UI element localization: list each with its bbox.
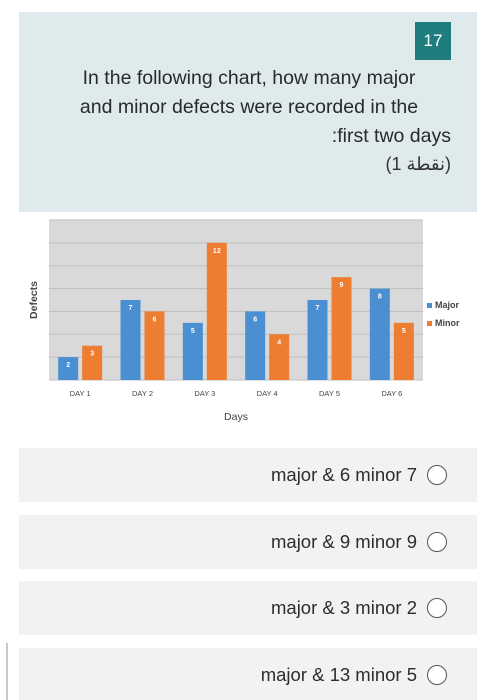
data-label: 8 xyxy=(378,294,382,301)
y-axis-label: Defects xyxy=(28,281,40,319)
plot-area xyxy=(49,220,423,380)
question-text-line-1: In the following chart, how many major xyxy=(82,67,416,89)
answer-option-3[interactable]: major & 3 minor 2 xyxy=(19,581,477,635)
bar-minor xyxy=(331,277,352,380)
legend-swatch xyxy=(427,303,432,308)
bar-major xyxy=(245,311,266,380)
question-text-line-2: and minor defects were recorded in the xyxy=(79,96,419,118)
data-label: 5 xyxy=(191,328,195,335)
legend-swatch xyxy=(427,321,432,326)
data-label: 12 xyxy=(213,248,221,255)
data-label: 6 xyxy=(153,316,157,323)
bar-major xyxy=(369,288,390,380)
question-text-line-3: :first two days xyxy=(331,125,451,147)
question-text: In the following chart, how many major a… xyxy=(47,64,451,151)
radio-button[interactable] xyxy=(427,465,447,485)
data-label: 2 xyxy=(66,362,70,369)
question-number: 17 xyxy=(415,22,451,60)
legend-label: Minor xyxy=(435,318,460,328)
data-label: 9 xyxy=(340,282,344,289)
radio-button[interactable] xyxy=(427,598,447,618)
data-label: 7 xyxy=(129,305,133,312)
answer-option-label: major & 9 minor 9 xyxy=(271,531,417,552)
bar-major xyxy=(58,357,79,380)
answer-option-4[interactable]: major & 13 minor 5 xyxy=(19,648,477,700)
data-label: 6 xyxy=(253,316,257,323)
x-axis-label: Days xyxy=(224,411,248,423)
answer-option-label: major & 6 minor 7 xyxy=(271,464,417,485)
x-tick-label: DAY 2 xyxy=(132,389,153,398)
legend-label: Major xyxy=(435,300,460,310)
x-tick-label: DAY 6 xyxy=(381,389,402,398)
chart-svg: 2 3 DAY 1 7 6 DAY 2 5 12 DAY 3 6 4 DAY 4 7 9 DAY 5 8 5 DA… xyxy=(28,219,460,423)
x-tick-label: DAY 4 xyxy=(257,389,278,398)
data-label: 7 xyxy=(316,305,320,312)
answer-option-label: major & 13 minor 5 xyxy=(260,664,417,685)
defects-chart: 2 3 DAY 1 7 6 DAY 2 5 12 DAY 3 6 4 DAY 4 7 9 DAY 5 8 5 DA… xyxy=(19,212,477,426)
bar-minor xyxy=(269,334,290,380)
bar-minor xyxy=(206,242,227,380)
question-card: 17 In the following chart, how many majo… xyxy=(19,12,477,426)
left-divider xyxy=(6,643,8,700)
answer-option-1[interactable]: major & 6 minor 7 xyxy=(19,448,477,502)
data-label: 5 xyxy=(402,328,406,335)
answer-option-2[interactable]: major & 9 minor 9 xyxy=(19,515,477,569)
data-label: 3 xyxy=(90,351,94,358)
bar-minor xyxy=(393,322,414,380)
bar-minor xyxy=(82,345,103,380)
question-points: (1 نقطة) xyxy=(385,154,451,174)
bar-major xyxy=(307,300,328,380)
bar-minor xyxy=(144,311,165,380)
x-tick-label: DAY 3 xyxy=(194,389,215,398)
bar-major xyxy=(120,300,141,380)
data-label: 4 xyxy=(277,339,281,346)
radio-button[interactable] xyxy=(427,665,447,685)
x-tick-label: DAY 1 xyxy=(70,389,91,398)
radio-button[interactable] xyxy=(427,532,447,552)
x-tick-label: DAY 5 xyxy=(319,389,340,398)
bar-major xyxy=(182,322,203,380)
answer-option-label: major & 3 minor 2 xyxy=(271,597,417,618)
